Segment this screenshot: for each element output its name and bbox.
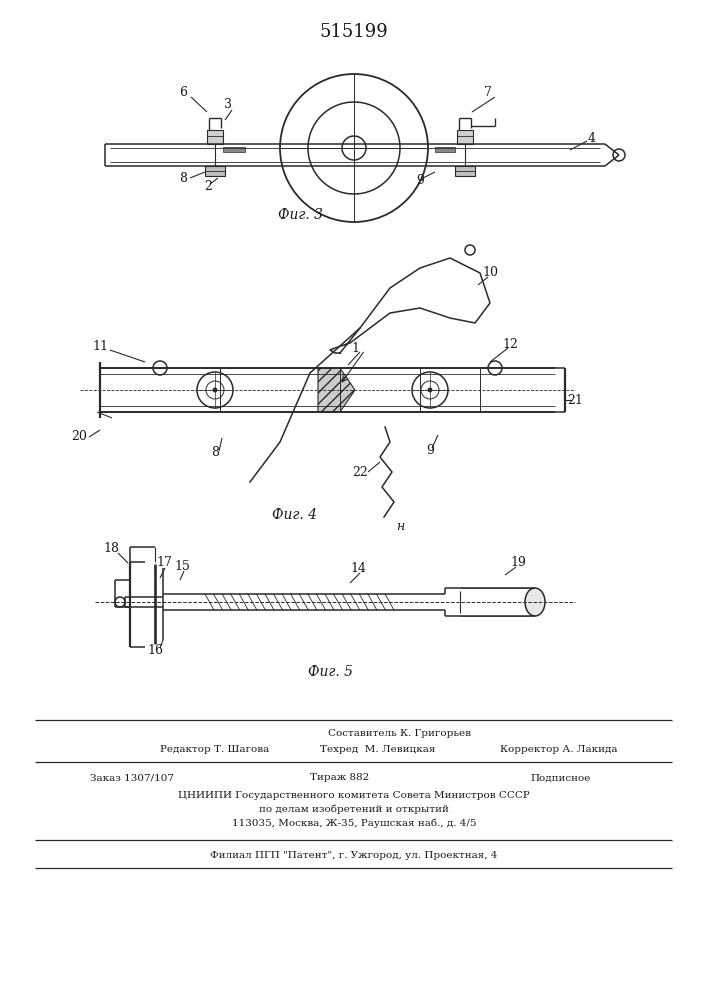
Text: 17: 17 [156, 556, 172, 570]
Text: 21: 21 [567, 393, 583, 406]
Text: Фиг. 3: Фиг. 3 [278, 208, 322, 222]
Text: 14: 14 [350, 562, 366, 574]
Text: Фиг. 4: Фиг. 4 [272, 508, 317, 522]
Bar [223, 147, 245, 152]
Text: Редактор Т. Шагова: Редактор Т. Шагова [160, 744, 269, 754]
Ellipse shape [525, 588, 545, 616]
Bar [457, 130, 473, 144]
Text: 11: 11 [92, 340, 108, 353]
Text: ЦНИИПИ Государственного комитета Совета Министров СССР: ЦНИИПИ Государственного комитета Совета … [178, 790, 530, 800]
Text: н: н [396, 520, 404, 534]
Text: 515199: 515199 [320, 23, 388, 41]
Text: 10: 10 [482, 265, 498, 278]
Bar [207, 130, 223, 144]
Text: 18: 18 [103, 542, 119, 554]
Text: Тираж 882: Тираж 882 [310, 774, 369, 782]
Text: 2: 2 [204, 180, 212, 194]
Text: 6: 6 [179, 87, 187, 100]
Text: Корректор А. Лакида: Корректор А. Лакида [500, 744, 617, 754]
Polygon shape [318, 368, 355, 412]
Text: 16: 16 [147, 644, 163, 656]
Text: 8: 8 [179, 172, 187, 184]
Text: 9: 9 [426, 444, 434, 456]
Text: 113035, Москва, Ж-35, Раушская наб., д. 4/5: 113035, Москва, Ж-35, Раушская наб., д. … [232, 818, 477, 828]
Text: Заказ 1307/107: Заказ 1307/107 [90, 774, 174, 782]
Bar [455, 166, 475, 176]
Text: 9: 9 [416, 174, 424, 186]
Text: 19: 19 [510, 556, 526, 568]
Bar [205, 166, 225, 176]
Text: Филиал ПГП "Патент", г. Ужгород, ул. Проектная, 4: Филиал ПГП "Патент", г. Ужгород, ул. Про… [210, 850, 498, 859]
Text: Техред  М. Левицкая: Техред М. Левицкая [320, 744, 436, 754]
Bar [435, 147, 455, 152]
Text: Фиг. 5: Фиг. 5 [308, 665, 353, 679]
Text: 1: 1 [351, 342, 359, 355]
Text: 22: 22 [352, 466, 368, 479]
Text: 4: 4 [588, 131, 596, 144]
Circle shape [428, 387, 433, 392]
Text: 20: 20 [71, 430, 87, 444]
Text: по делам изобретений и открытий: по делам изобретений и открытий [259, 804, 449, 814]
Text: Подписное: Подписное [530, 774, 590, 782]
Text: 15: 15 [174, 560, 190, 572]
Circle shape [213, 387, 218, 392]
Text: 7: 7 [484, 86, 492, 99]
Text: Составитель К. Григорьев: Составитель К. Григорьев [329, 730, 472, 738]
Text: 3: 3 [224, 99, 232, 111]
Text: 12: 12 [502, 338, 518, 351]
Text: 8: 8 [211, 446, 219, 460]
